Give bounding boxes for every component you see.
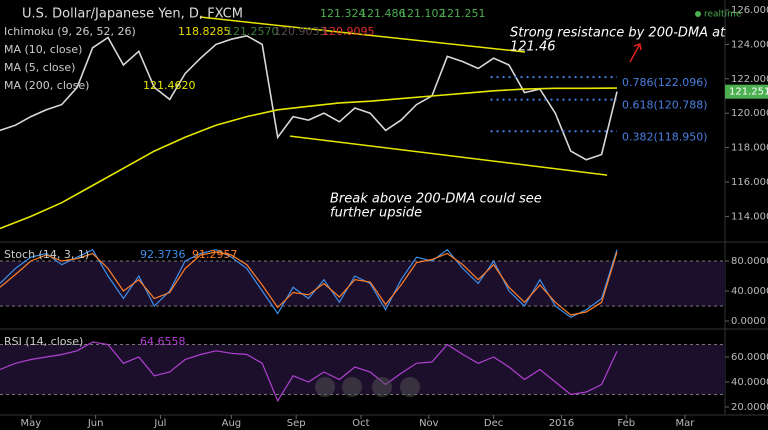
indicator-value: 121.4620 xyxy=(143,79,196,92)
y-tick-label: 120.000 xyxy=(731,108,768,119)
annotation: further upside xyxy=(330,206,422,221)
annotation: Strong resistance by 200-DMA at xyxy=(510,26,726,41)
y-tick-label: 80.0000 xyxy=(731,256,768,267)
trendline xyxy=(199,16,526,53)
quote-value: 121.486 xyxy=(360,7,406,20)
last-price-box xyxy=(725,84,768,99)
pane-title: Stoch (14, 3, 1) xyxy=(4,248,89,261)
series-line xyxy=(0,34,618,161)
y-tick-label: 20.0000 xyxy=(731,402,768,413)
button[interactable] xyxy=(372,377,392,397)
y-tick-label: 114.000 xyxy=(731,211,768,222)
x-tick-label: Nov xyxy=(419,418,439,429)
x-tick-label: Mar xyxy=(675,418,695,429)
band-fill xyxy=(0,260,725,307)
indicator-value: 120.9033 xyxy=(274,25,327,38)
status: realtime xyxy=(704,10,742,20)
series-line xyxy=(0,251,618,316)
readout: 91.2957 xyxy=(192,248,238,261)
last-price: 121.251 xyxy=(729,87,768,98)
y-tick-label: 40.0000 xyxy=(731,377,768,388)
y-tick-label: 122.000 xyxy=(731,74,768,85)
trendline xyxy=(289,135,608,176)
y-tick-label: 0.0000 xyxy=(731,316,766,327)
fib-label: 0.618(120.788) xyxy=(622,99,708,112)
y-tick-label: 60.0000 xyxy=(731,352,768,363)
y-tick-label: 116.000 xyxy=(731,177,768,188)
y-tick-label: 126.000 xyxy=(731,5,768,16)
indicator-name: MA (5, close) xyxy=(4,61,75,74)
indicator-value: 118.8285 xyxy=(178,25,231,38)
button[interactable] xyxy=(342,377,362,397)
series-line xyxy=(0,248,618,318)
status-dot xyxy=(695,11,701,17)
playback-controls[interactable] xyxy=(315,377,420,397)
x-tick-label: 2016 xyxy=(549,418,574,429)
y-tick-label: 40.0000 xyxy=(731,286,768,297)
x-tick-label: Jun xyxy=(87,418,104,429)
readout: 64.6558 xyxy=(140,335,186,348)
pane-title: RSI (14, close) xyxy=(4,335,83,348)
button[interactable] xyxy=(400,377,420,397)
series-line xyxy=(0,87,618,230)
annotation: Break above 200-DMA could see xyxy=(330,192,542,207)
x-tick-label: Sep xyxy=(287,418,306,429)
x-tick-label: Dec xyxy=(484,418,503,429)
indicator-value: 121.2570 xyxy=(226,25,279,38)
fib-label: 0.786(122.096) xyxy=(622,76,708,89)
quote-value: 121.324 xyxy=(320,7,366,20)
quote-value: 121.102 xyxy=(400,7,446,20)
annotation: 121.46 xyxy=(510,40,556,55)
y-tick-label: 118.000 xyxy=(731,143,768,154)
indicator-name: MA (10, close) xyxy=(4,43,82,56)
indicator-value: 120.9095 xyxy=(322,25,375,38)
y-tick-label: 124.000 xyxy=(731,39,768,50)
chart-title: U.S. Dollar/Japanese Yen, D, FXCM xyxy=(22,7,243,22)
labels: U.S. Dollar/Japanese Yen, D, FXCM realti… xyxy=(22,7,742,22)
readout: 92.3736 xyxy=(140,248,186,261)
x-tick-label: Jul xyxy=(153,418,166,429)
panes: 114.000 116.000 118.000 120.000 122.000 124.0… xyxy=(0,5,768,429)
x-tick-label: Aug xyxy=(222,418,242,429)
series-line xyxy=(0,341,618,403)
quote-value: 121.251 xyxy=(440,7,486,20)
indicator-name: Ichimoku (9, 26, 52, 26) xyxy=(4,25,136,38)
x-tick-label: Oct xyxy=(352,418,369,429)
indicator-name: MA (200, close) xyxy=(4,79,89,92)
x-tick-label: May xyxy=(21,418,42,429)
arrow xyxy=(629,43,642,63)
button[interactable] xyxy=(315,377,335,397)
fib-label: 0.382(118.950) xyxy=(622,130,708,143)
x-tick-label: Feb xyxy=(617,418,635,429)
